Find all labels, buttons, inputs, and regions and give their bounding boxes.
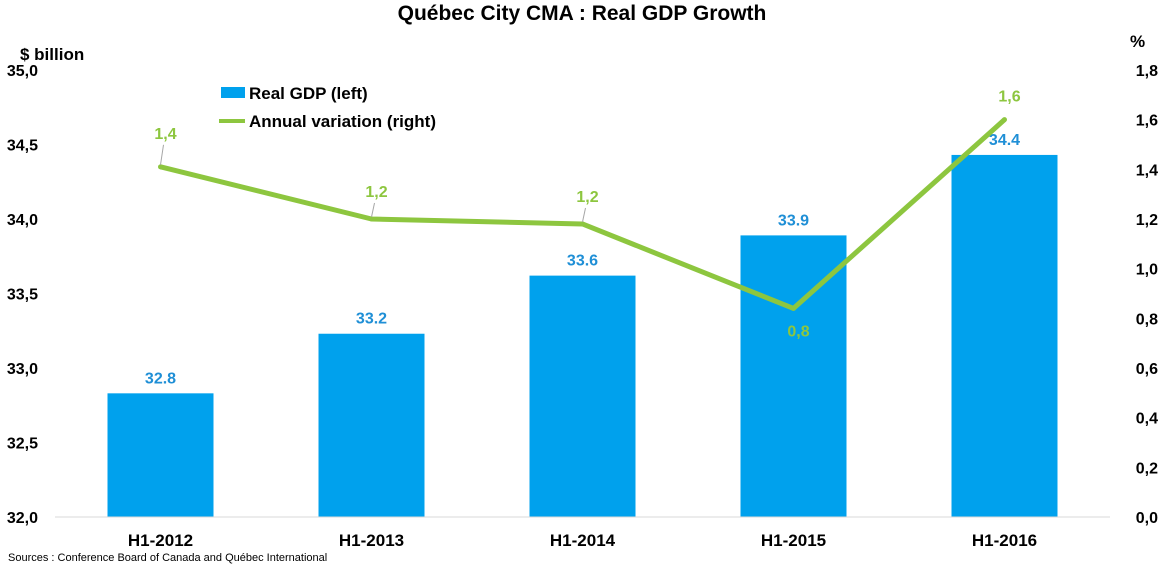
category-label-H1-2014: H1-2014 — [550, 531, 616, 550]
bar-label-H1-2016: 34.4 — [989, 132, 1020, 149]
left-axis-unit: $ billion — [20, 45, 84, 64]
right-tick-label: 0,6 — [1136, 361, 1158, 378]
bar-H1-2014 — [529, 275, 636, 517]
bar-label-H1-2014: 33.6 — [567, 253, 598, 270]
legend-label-annual-variation: Annual variation (right) — [249, 112, 436, 131]
legend-label-real-gdp: Real GDP (left) — [249, 84, 368, 103]
left-tick-label: 34,0 — [7, 212, 38, 229]
right-tick-label: 0,8 — [1136, 311, 1158, 328]
bar-label-H1-2015: 33.9 — [778, 212, 809, 229]
source-note: Sources : Conference Board of Canada and… — [8, 552, 327, 564]
line-point-H1-2013 — [369, 216, 374, 222]
right-tick-label: 1,6 — [1136, 113, 1158, 130]
right-tick-label: 1,0 — [1136, 262, 1158, 279]
bar-label-H1-2012: 32.8 — [145, 370, 176, 387]
line-label-H1-2014: 1,2 — [576, 189, 598, 206]
right-axis-unit: % — [1130, 32, 1145, 51]
line-point-H1-2014 — [580, 221, 585, 227]
bar-H1-2013 — [318, 333, 425, 517]
bar-H1-2015 — [740, 235, 847, 517]
line-label-H1-2012: 1,4 — [154, 126, 176, 143]
line-label-leader-H1-2013 — [371, 202, 375, 218]
line-point-H1-2015 — [791, 305, 796, 311]
category-label-H1-2015: H1-2015 — [761, 531, 826, 550]
right-tick-label: 1,2 — [1136, 212, 1158, 229]
left-tick-label: 33,5 — [7, 287, 38, 304]
category-label-H1-2013: H1-2013 — [339, 531, 404, 550]
line-label-leader-H1-2014 — [582, 207, 586, 223]
chart-title: Québec City CMA : Real GDP Growth — [398, 2, 767, 25]
category-label-H1-2016: H1-2016 — [972, 531, 1037, 550]
right-tick-label: 0,2 — [1136, 460, 1158, 477]
line-point-H1-2016 — [1002, 117, 1007, 123]
legend-swatch-real-gdp — [221, 87, 245, 98]
right-tick-label: 1,8 — [1136, 63, 1158, 80]
bar-label-H1-2013: 33.2 — [356, 311, 387, 328]
line-label-H1-2016: 1,6 — [998, 89, 1020, 106]
left-tick-label: 32,5 — [7, 436, 38, 453]
left-tick-label: 35,0 — [7, 63, 38, 80]
left-tick-label: 32,0 — [7, 510, 38, 527]
right-tick-label: 0,4 — [1136, 411, 1158, 428]
bar-H1-2016 — [951, 154, 1058, 517]
line-label-H1-2015: 0,8 — [787, 323, 809, 340]
category-label-H1-2012: H1-2012 — [128, 531, 193, 550]
right-tick-label: 0,0 — [1136, 510, 1158, 527]
line-label-H1-2013: 1,2 — [365, 184, 387, 201]
left-tick-label: 34,5 — [7, 138, 38, 155]
line-label-leader-H1-2012 — [160, 144, 164, 165]
bar-H1-2012 — [107, 393, 214, 517]
left-tick-label: 33,0 — [7, 361, 38, 378]
line-point-H1-2012 — [158, 164, 163, 170]
legend: Real GDP (left) Annual variation (right) — [219, 84, 436, 131]
right-tick-label: 1,4 — [1136, 162, 1158, 179]
